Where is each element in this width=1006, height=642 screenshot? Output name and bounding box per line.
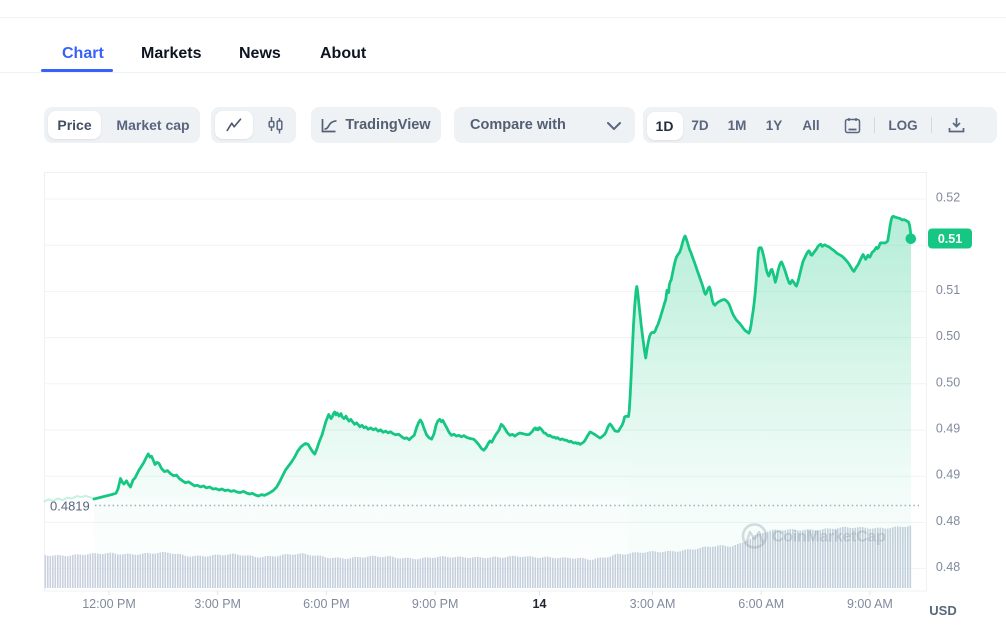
svg-text:0.50: 0.50	[936, 329, 960, 343]
svg-text:0.52: 0.52	[936, 191, 960, 205]
svg-text:3:00 PM: 3:00 PM	[194, 597, 241, 611]
svg-text:0.51: 0.51	[938, 232, 962, 246]
svg-text:0.49: 0.49	[936, 422, 960, 436]
svg-text:0.51: 0.51	[936, 283, 960, 297]
svg-text:3:00 AM: 3:00 AM	[630, 597, 676, 611]
svg-text:0.49: 0.49	[936, 468, 960, 482]
svg-text:0.48: 0.48	[936, 514, 960, 528]
svg-text:CoinMarketCap: CoinMarketCap	[772, 529, 886, 546]
svg-text:9:00 PM: 9:00 PM	[412, 597, 459, 611]
svg-text:0.4819: 0.4819	[50, 499, 90, 514]
svg-text:0.48: 0.48	[936, 560, 960, 574]
svg-text:12:00 PM: 12:00 PM	[82, 597, 136, 611]
svg-text:6:00 PM: 6:00 PM	[303, 597, 350, 611]
svg-text:0.50: 0.50	[936, 375, 960, 389]
svg-text:6:00 AM: 6:00 AM	[738, 597, 784, 611]
svg-text:USD: USD	[929, 603, 956, 618]
svg-text:14: 14	[533, 597, 547, 611]
svg-text:9:00 AM: 9:00 AM	[847, 597, 893, 611]
